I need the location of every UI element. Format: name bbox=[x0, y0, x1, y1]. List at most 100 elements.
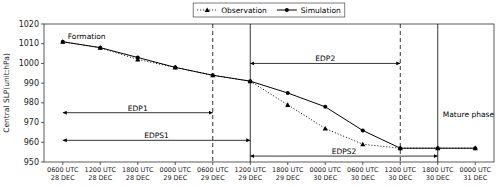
series-point bbox=[248, 79, 252, 83]
x-tick-label: 0600 UTC28 DEC bbox=[47, 166, 79, 182]
series-point bbox=[173, 65, 177, 69]
y-tick bbox=[41, 162, 44, 163]
y-tick-label: 1020 bbox=[19, 20, 39, 29]
x-tick-label-line: 30 DEC bbox=[426, 174, 450, 182]
series-point bbox=[436, 146, 440, 150]
y-tick-label: 1000 bbox=[19, 59, 39, 68]
x-tick bbox=[287, 162, 288, 165]
series-line bbox=[63, 42, 476, 148]
annotation: EDP2 bbox=[315, 54, 335, 63]
annotation: EDPS2 bbox=[332, 147, 357, 156]
series-point bbox=[286, 91, 290, 95]
y-tick-label: 990 bbox=[24, 79, 39, 88]
annotation: Formation bbox=[68, 32, 106, 41]
series-point bbox=[211, 73, 215, 77]
x-tick bbox=[137, 162, 138, 165]
annotation: EDPS1 bbox=[144, 131, 169, 140]
vline bbox=[250, 24, 251, 162]
legend-label: Simulation bbox=[301, 6, 341, 15]
legend-frame bbox=[193, 3, 345, 17]
x-tick-label: 1800 UTC28 DEC bbox=[122, 166, 154, 182]
x-axis: 0600 UTC28 DEC 1200 UTC28 DEC 1800 UTC28 D… bbox=[47, 162, 491, 182]
legend-label: Observation bbox=[221, 6, 267, 15]
x-tick bbox=[400, 162, 401, 165]
series-point bbox=[60, 39, 65, 44]
x-tick-label-line: 30 DEC bbox=[313, 174, 337, 182]
x-tick-label-line: 30 DEC bbox=[351, 174, 375, 182]
x-tick-label: 0000 UTC30 DEC bbox=[310, 166, 342, 182]
series-point bbox=[98, 46, 102, 50]
y-tick bbox=[41, 142, 44, 143]
series-group bbox=[60, 39, 478, 150]
x-tick-label: 1800 UTC30 DEC bbox=[422, 166, 454, 182]
annotations: Formation EDP1 EDPS1 EDP2 EDPS2 Mature phase bbox=[63, 32, 495, 156]
series-point bbox=[473, 146, 477, 150]
series-point bbox=[248, 79, 253, 84]
x-tick bbox=[175, 162, 176, 165]
vline bbox=[400, 24, 401, 162]
series-point bbox=[98, 45, 103, 50]
series-point bbox=[435, 146, 440, 151]
x-tick-label-line: 29 DEC bbox=[201, 174, 225, 182]
y-tick-label: 980 bbox=[24, 98, 39, 107]
series-point bbox=[361, 128, 365, 132]
vline bbox=[212, 24, 213, 162]
x-tick bbox=[325, 162, 326, 165]
x-tick-label-line: 31 DEC bbox=[463, 174, 487, 182]
y-tick-label: 950 bbox=[24, 158, 39, 167]
y-tick bbox=[41, 63, 44, 64]
y-axis-label: Central SLP(unit:hPa) bbox=[2, 53, 11, 133]
legend: Observation Simulation bbox=[193, 3, 345, 17]
x-tick-label: 0600 UTC30 DEC bbox=[347, 166, 379, 182]
x-tick-label-line: 30 DEC bbox=[388, 174, 412, 182]
legend-item: Observation bbox=[197, 6, 267, 15]
legend-item: Simulation bbox=[277, 6, 341, 15]
plot-frame bbox=[44, 24, 494, 162]
x-tick-label-line: 29 DEC bbox=[163, 174, 187, 182]
series-point bbox=[323, 105, 327, 109]
x-tick bbox=[437, 162, 438, 165]
x-tick-label: 0600 UTC29 DEC bbox=[197, 166, 229, 182]
series-point bbox=[136, 56, 140, 60]
x-tick bbox=[250, 162, 251, 165]
x-tick bbox=[62, 162, 63, 165]
y-tick bbox=[41, 83, 44, 84]
x-tick-label: 0000 UTC31 DEC bbox=[460, 166, 492, 182]
legend-marker bbox=[285, 8, 289, 12]
series-point bbox=[398, 146, 403, 151]
x-tick bbox=[475, 162, 476, 165]
series-point bbox=[61, 40, 65, 44]
y-tick bbox=[41, 24, 44, 25]
x-tick-label-line: 28 DEC bbox=[126, 174, 150, 182]
annotation: EDP1 bbox=[128, 104, 148, 113]
y-tick bbox=[41, 102, 44, 103]
y-tick-label: 1010 bbox=[19, 39, 39, 48]
vlines bbox=[213, 24, 438, 162]
y-tick bbox=[41, 122, 44, 123]
x-tick-label: 1200 UTC29 DEC bbox=[235, 166, 267, 182]
x-tick bbox=[362, 162, 363, 165]
x-tick-label-line: 28 DEC bbox=[88, 174, 112, 182]
series-point bbox=[473, 146, 478, 151]
y-tick-label: 970 bbox=[24, 118, 39, 127]
series-point bbox=[323, 126, 328, 131]
series-line bbox=[63, 42, 476, 148]
y-tick-label: 960 bbox=[24, 138, 39, 147]
x-tick-label-line: 29 DEC bbox=[276, 174, 300, 182]
x-tick-label: 1800 UTC29 DEC bbox=[272, 166, 304, 182]
vline bbox=[437, 24, 438, 162]
y-tick bbox=[41, 43, 44, 44]
series-point bbox=[398, 146, 402, 150]
series-point bbox=[285, 102, 290, 107]
y-axis: 950 960 970 980 990 1000 1010 1020 bbox=[19, 20, 44, 167]
x-tick-label: 0000 UTC29 DEC bbox=[160, 166, 192, 182]
series-point bbox=[210, 73, 215, 78]
legend-marker bbox=[205, 7, 210, 12]
x-tick-label: 1200 UTC30 DEC bbox=[385, 166, 417, 182]
x-tick bbox=[100, 162, 101, 165]
x-tick-label: 1200 UTC28 DEC bbox=[85, 166, 117, 182]
annotation: Mature phase bbox=[443, 110, 495, 119]
series-point bbox=[173, 65, 178, 70]
x-tick-label-line: 29 DEC bbox=[238, 174, 262, 182]
series-point bbox=[360, 142, 365, 147]
